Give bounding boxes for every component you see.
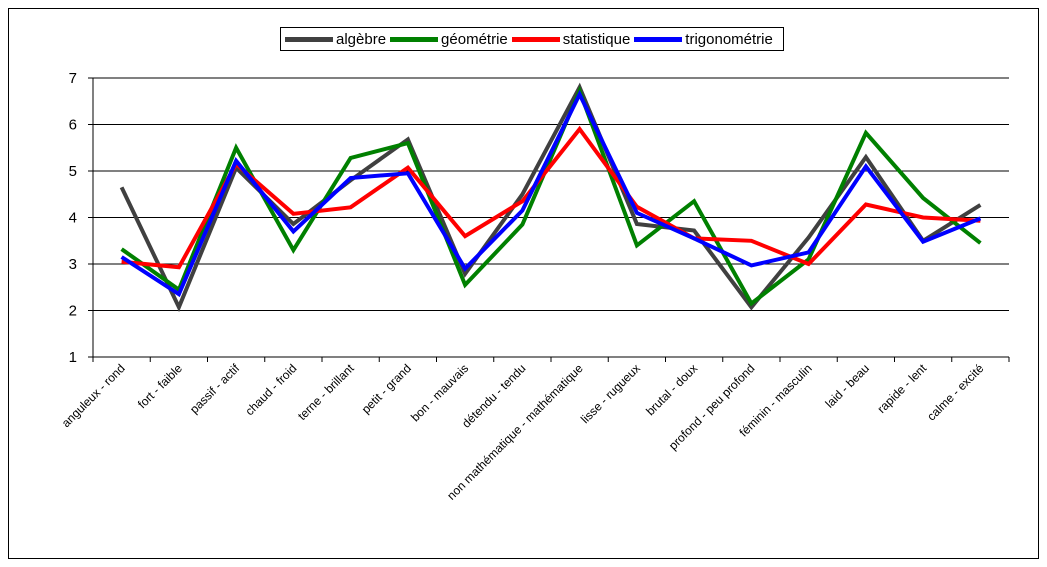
legend-item: statistique <box>511 30 631 48</box>
x-tick-label: calme - excité <box>924 361 986 423</box>
y-tick-label: 4 <box>69 210 77 227</box>
legend-item: trigonométrie <box>634 31 773 48</box>
series-line-3 <box>120 89 982 298</box>
x-tick-label: anguleux - rond <box>59 361 128 430</box>
legend-swatch <box>634 36 683 42</box>
legend-label: géométrie <box>441 30 508 48</box>
x-tick-label: petit - grand <box>359 361 414 416</box>
y-tick-label: 1 <box>69 349 77 366</box>
series-line-0 <box>119 82 982 313</box>
x-tick-label: passif - actif <box>187 361 243 417</box>
x-tick-label: chaud - froid <box>242 361 299 418</box>
series-line-2 <box>121 125 981 270</box>
y-tick-label: 7 <box>69 70 77 87</box>
x-tick-label: fort - faible <box>135 361 185 411</box>
x-tick-label: brutal - doux <box>643 361 700 418</box>
chart-plot: 1 2 3 4 5 6 7 anguleux - rond fort - faible passi… <box>59 70 1010 503</box>
legend-label: trigonométrie <box>685 30 773 48</box>
legend: algèbre géométrie statistique trigonométrie <box>280 27 784 51</box>
legend-swatch <box>390 36 439 42</box>
legend-swatch <box>511 36 560 42</box>
y-tick-label: 6 <box>69 117 77 134</box>
x-tick-label: laid - beau <box>822 361 872 411</box>
y-tick-label: 3 <box>69 256 77 273</box>
legend-label: algèbre <box>336 30 387 48</box>
y-tick-label: 2 <box>69 303 77 320</box>
x-tick-label: rapide - lent <box>875 361 930 416</box>
legend-label: statistique <box>562 30 631 48</box>
legend-item: algèbre <box>285 31 386 48</box>
x-tick-label: terne - brillant <box>295 361 357 423</box>
chart-frame: 1 2 3 4 5 6 7 anguleux - rond fort - faible passi… <box>8 8 1039 559</box>
legend-swatch <box>285 36 333 42</box>
x-tick-label: bon - mauvais <box>408 361 471 424</box>
series-line-1 <box>120 85 982 307</box>
y-tick-label: 5 <box>69 163 77 180</box>
x-tick-label: lisse - rugueux <box>578 361 643 426</box>
legend-item: géométrie <box>390 31 508 48</box>
